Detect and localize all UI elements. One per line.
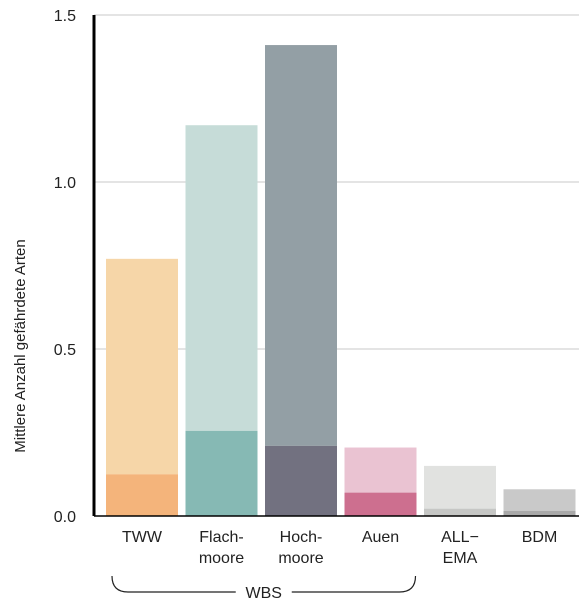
bar-upper-segment	[503, 489, 576, 511]
group-bracket: WBS	[111, 575, 417, 602]
y-tick-label: 1.5	[54, 8, 76, 25]
x-tick-label: Flach-moore	[199, 529, 244, 567]
bar-upper-segment	[106, 258, 178, 475]
bar-lower-segment	[344, 492, 417, 516]
x-tick-label-line: moore	[199, 550, 244, 567]
axes	[92, 15, 579, 517]
bar-lower-segment	[265, 445, 337, 516]
x-tick-label-line: Flach-	[199, 529, 243, 546]
bar-upper-segment	[185, 125, 258, 431]
x-tick-label-line: Hoch-	[280, 529, 323, 546]
x-tick-label: Hoch-moore	[278, 529, 323, 567]
y-tick-label: 1.0	[54, 175, 76, 192]
bars	[106, 45, 576, 516]
x-tick-label-line: ALL−	[441, 529, 479, 546]
x-tick-label: ALL− EMA	[441, 529, 479, 567]
x-tick-label: BDM	[522, 529, 558, 546]
bar-upper-segment	[424, 465, 496, 509]
bracket-label: WBS	[246, 585, 282, 602]
bar-lower-segment	[106, 474, 178, 516]
bar-upper-segment	[265, 45, 337, 446]
y-tick-labels: 0.0 0.5 1.0 1.5	[54, 8, 76, 526]
bar-lower-segment	[185, 430, 258, 516]
x-tick-label-line: BDM	[522, 529, 558, 546]
x-tick-label-line: Auen	[362, 529, 399, 546]
y-tick-label: 0.5	[54, 342, 76, 359]
bracket-line	[111, 575, 417, 593]
bar-lower-segment	[503, 510, 576, 516]
y-tick-label: 0.0	[54, 509, 76, 526]
y-axis-label: Mittlere Anzahl gefährdete Arten	[12, 239, 29, 452]
x-tick-label: Auen	[362, 529, 399, 546]
bar-lower-segment	[424, 508, 496, 516]
bar-upper-segment	[344, 447, 417, 493]
x-tick-label-line: EMA	[443, 550, 478, 567]
x-tick-label-line: moore	[278, 550, 323, 567]
x-tick-label-line: TWW	[122, 529, 163, 546]
x-tick-label: TWW	[122, 529, 163, 546]
